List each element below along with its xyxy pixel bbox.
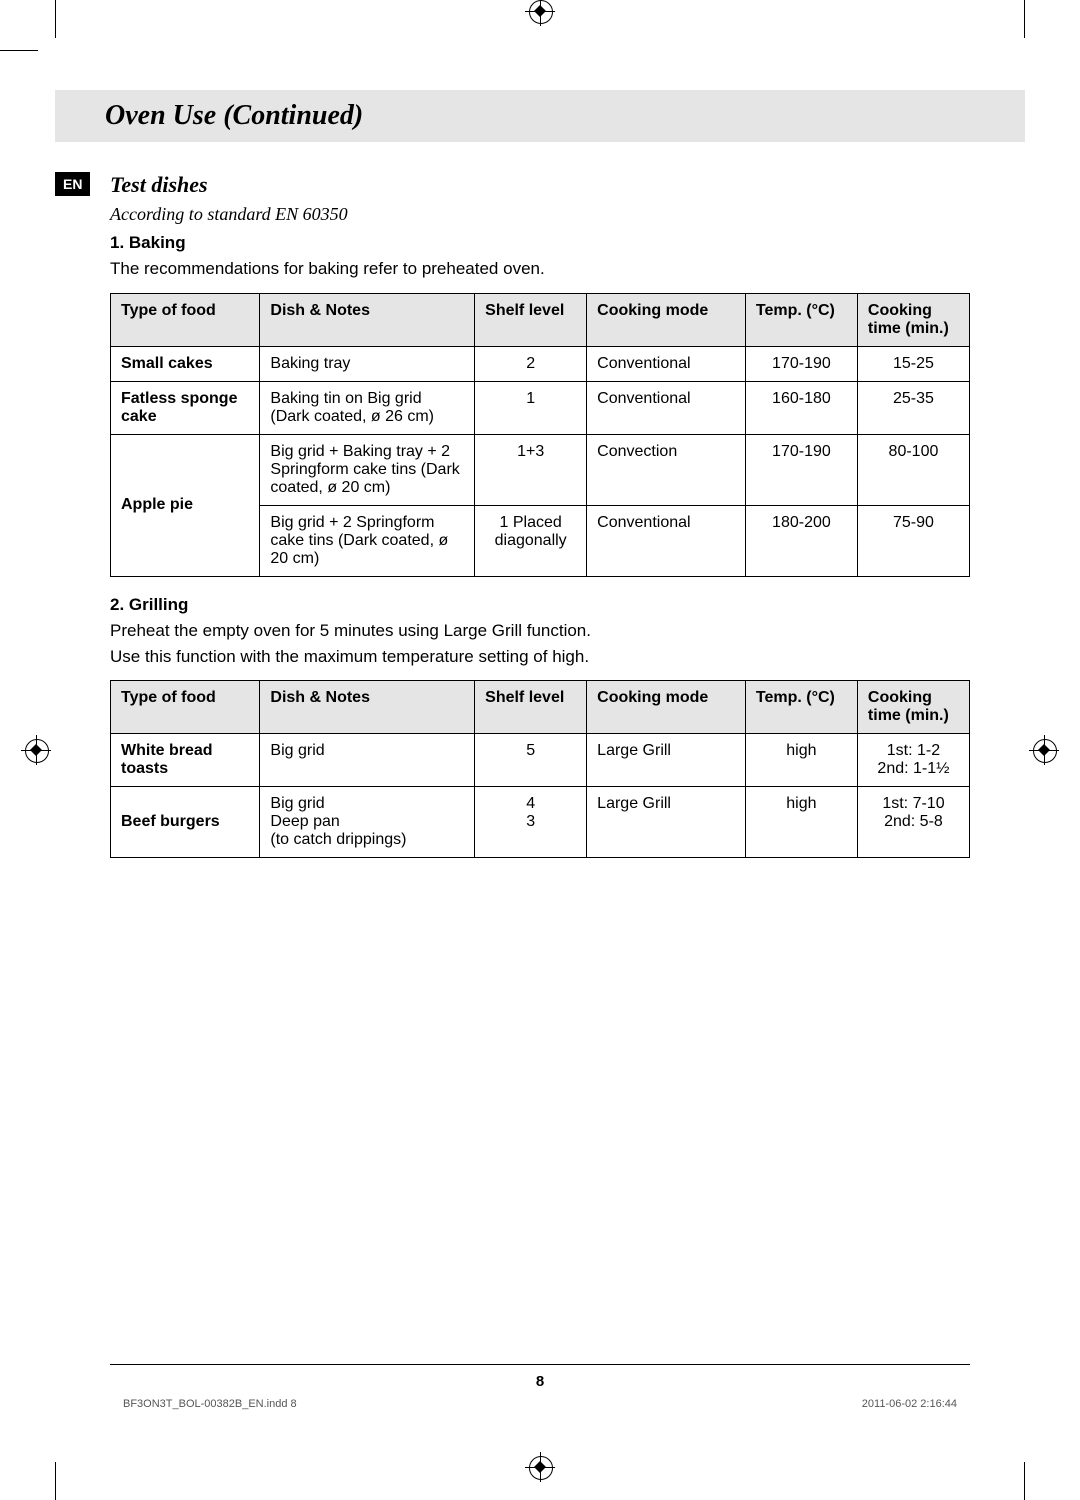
col-header-time: Cooking time (min.) bbox=[857, 293, 969, 346]
cell-shelf: 1 Placed diagonally bbox=[475, 505, 587, 576]
cell-temp: high bbox=[745, 734, 857, 787]
cell-temp: 160-180 bbox=[745, 381, 857, 434]
registration-mark-bottom bbox=[529, 1456, 551, 1478]
cell-mode: Large Grill bbox=[587, 787, 746, 858]
cell-time: 75-90 bbox=[857, 505, 969, 576]
cell-mode: Conventional bbox=[587, 346, 746, 381]
registration-mark-top bbox=[529, 0, 551, 22]
grilling-intro-1: Preheat the empty oven for 5 minutes usi… bbox=[110, 619, 970, 643]
col-header-food: Type of food bbox=[111, 681, 260, 734]
cell-food: White bread toasts bbox=[111, 734, 260, 787]
footer-timestamp: 2011-06-02 2:16:44 bbox=[862, 1398, 957, 1410]
cell-dish: Big grid + 2 Springform cake tins (Dark … bbox=[260, 505, 475, 576]
table-row: White bread toasts Big grid 5 Large Gril… bbox=[111, 734, 970, 787]
cell-mode: Large Grill bbox=[587, 734, 746, 787]
cell-dish: Big grid + Baking tray + 2 Springform ca… bbox=[260, 434, 475, 505]
main-content: Test dishes According to standard EN 603… bbox=[55, 142, 1025, 858]
cell-food: Fatless sponge cake bbox=[111, 381, 260, 434]
cell-temp: 170-190 bbox=[745, 346, 857, 381]
grilling-table: Type of food Dish & Notes Shelf level Co… bbox=[110, 680, 970, 858]
cell-time: 15-25 bbox=[857, 346, 969, 381]
cell-shelf: 2 bbox=[475, 346, 587, 381]
col-header-dish: Dish & Notes bbox=[260, 681, 475, 734]
cell-dish: Big grid Deep pan (to catch drippings) bbox=[260, 787, 475, 858]
col-header-shelf: Shelf level bbox=[475, 681, 587, 734]
table-row: Small cakes Baking tray 2 Conventional 1… bbox=[111, 346, 970, 381]
cell-time: 1st: 7-10 2nd: 5-8 bbox=[857, 787, 969, 858]
col-header-time: Cooking time (min.) bbox=[857, 681, 969, 734]
cell-time: 1st: 1-2 2nd: 1-1½ bbox=[857, 734, 969, 787]
col-header-temp: Temp. (°C) bbox=[745, 681, 857, 734]
col-header-mode: Cooking mode bbox=[587, 293, 746, 346]
cell-food: Small cakes bbox=[111, 346, 260, 381]
cell-shelf: 1 bbox=[475, 381, 587, 434]
cell-time: 25-35 bbox=[857, 381, 969, 434]
grilling-heading: 2. Grilling bbox=[110, 595, 970, 615]
section-subtitle: According to standard EN 60350 bbox=[110, 204, 970, 225]
cell-mode: Conventional bbox=[587, 505, 746, 576]
crop-mark bbox=[1024, 0, 1025, 38]
page: Oven Use (Continued) EN Test dishes Acco… bbox=[55, 90, 1025, 1440]
footer-rule bbox=[110, 1364, 970, 1365]
cell-food: Apple pie bbox=[111, 434, 260, 576]
crop-mark bbox=[1024, 1462, 1025, 1500]
cell-shelf: 5 bbox=[475, 734, 587, 787]
footer-filename: BF3ON3T_BOL-00382B_EN.indd 8 bbox=[123, 1398, 297, 1410]
table-header-row: Type of food Dish & Notes Shelf level Co… bbox=[111, 681, 970, 734]
cell-dish: Big grid bbox=[260, 734, 475, 787]
header-bar: Oven Use (Continued) bbox=[55, 90, 1025, 142]
baking-intro: The recommendations for baking refer to … bbox=[110, 257, 970, 281]
table-row: Apple pie Big grid + Baking tray + 2 Spr… bbox=[111, 434, 970, 505]
cell-dish: Baking tray bbox=[260, 346, 475, 381]
cell-temp: 170-190 bbox=[745, 434, 857, 505]
col-header-shelf: Shelf level bbox=[475, 293, 587, 346]
registration-mark-left bbox=[25, 739, 47, 761]
cell-food: Beef burgers bbox=[111, 787, 260, 858]
table-row: Fatless sponge cake Baking tin on Big gr… bbox=[111, 381, 970, 434]
col-header-food: Type of food bbox=[111, 293, 260, 346]
crop-mark bbox=[55, 0, 56, 38]
baking-table: Type of food Dish & Notes Shelf level Co… bbox=[110, 293, 970, 577]
cell-time: 80-100 bbox=[857, 434, 969, 505]
cell-temp: high bbox=[745, 787, 857, 858]
col-header-dish: Dish & Notes bbox=[260, 293, 475, 346]
baking-heading: 1. Baking bbox=[110, 233, 970, 253]
cell-mode: Conventional bbox=[587, 381, 746, 434]
cell-mode: Convection bbox=[587, 434, 746, 505]
cell-shelf: 1+3 bbox=[475, 434, 587, 505]
table-header-row: Type of food Dish & Notes Shelf level Co… bbox=[111, 293, 970, 346]
table-row: Beef burgers Big grid Deep pan (to catch… bbox=[111, 787, 970, 858]
cell-shelf: 4 3 bbox=[475, 787, 587, 858]
crop-mark bbox=[55, 1462, 56, 1500]
col-header-temp: Temp. (°C) bbox=[745, 293, 857, 346]
cell-dish: Baking tin on Big grid (Dark coated, ø 2… bbox=[260, 381, 475, 434]
page-title: Oven Use (Continued) bbox=[105, 100, 363, 132]
grilling-intro-2: Use this function with the maximum tempe… bbox=[110, 645, 970, 669]
col-header-mode: Cooking mode bbox=[587, 681, 746, 734]
language-tab: EN bbox=[55, 172, 90, 196]
page-number: 8 bbox=[536, 1373, 544, 1390]
registration-mark-right bbox=[1033, 739, 1055, 761]
cell-temp: 180-200 bbox=[745, 505, 857, 576]
crop-mark bbox=[0, 50, 38, 51]
section-title: Test dishes bbox=[110, 172, 970, 198]
